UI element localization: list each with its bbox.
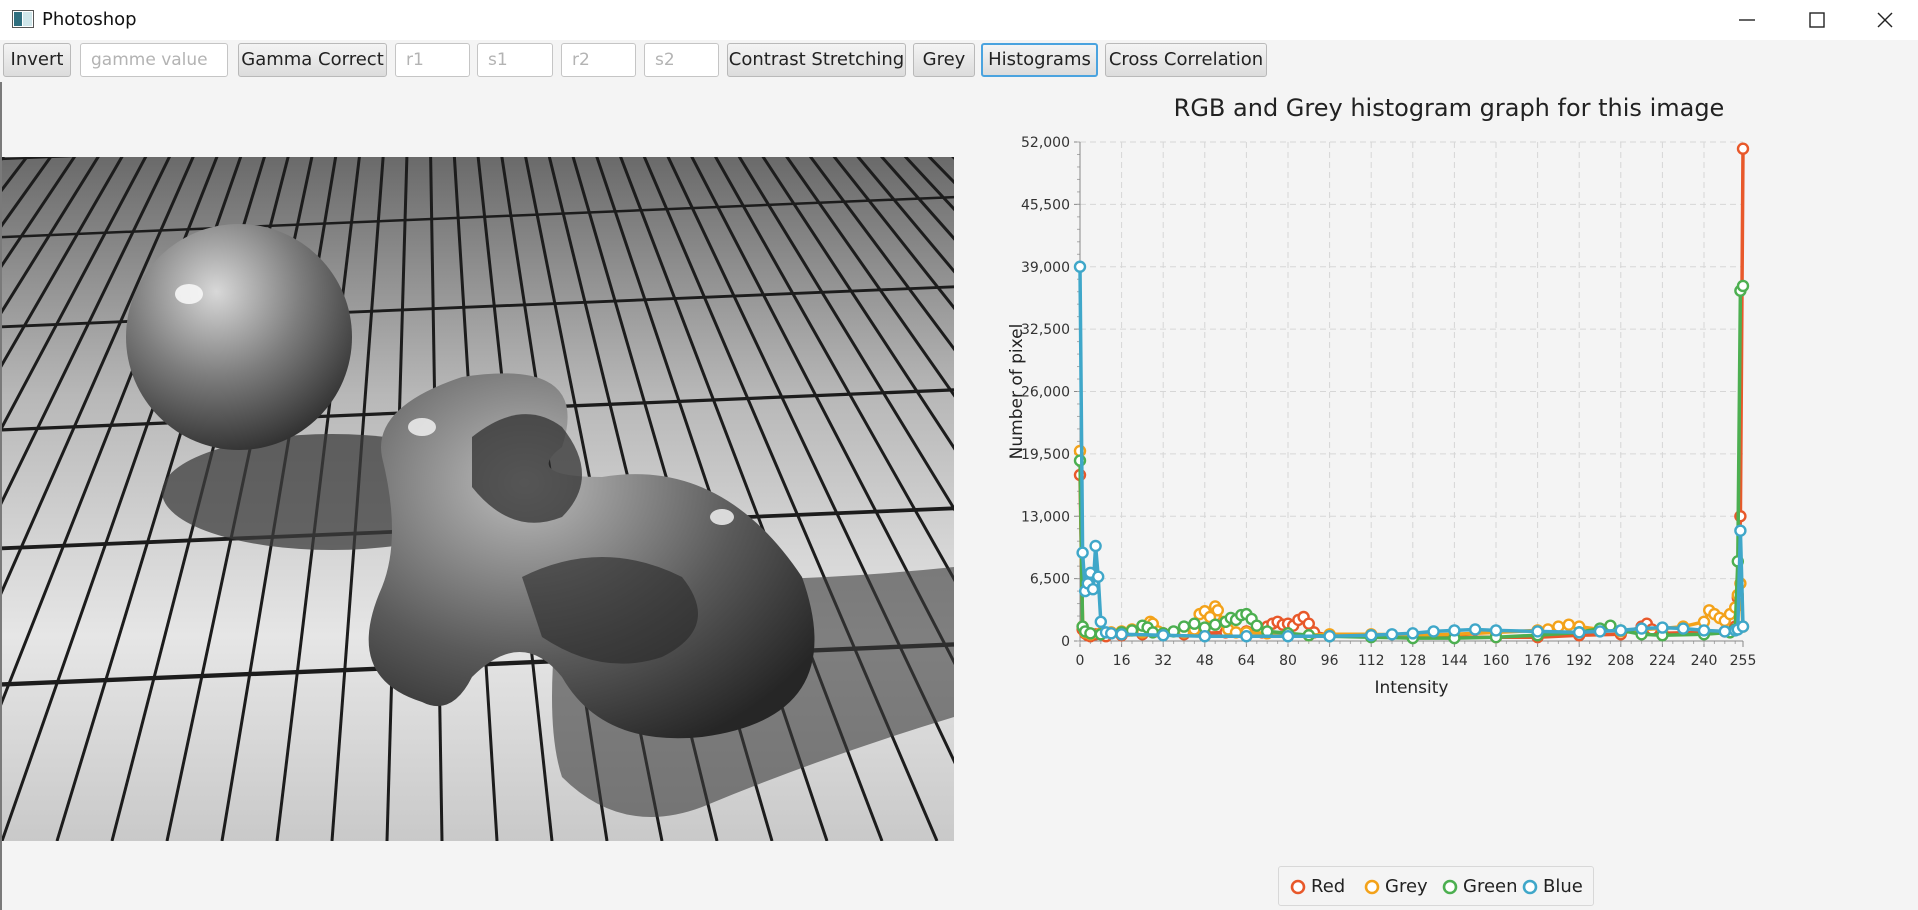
r2-input[interactable]: r2 bbox=[561, 43, 636, 77]
maximize-icon bbox=[1809, 12, 1825, 28]
series-point-grey bbox=[1562, 618, 1575, 631]
x-tick-label: 96 bbox=[1321, 653, 1339, 669]
y-tick-label: 52,000 bbox=[1021, 135, 1070, 151]
y-tick-label: 13,000 bbox=[1021, 509, 1070, 525]
series-point-blue bbox=[1365, 629, 1378, 642]
series-point-blue bbox=[1406, 627, 1419, 640]
series-point-blue bbox=[1734, 524, 1747, 537]
x-tick-label: 112 bbox=[1358, 653, 1385, 669]
x-tick-label: 64 bbox=[1237, 653, 1255, 669]
contrast-stretching-button[interactable]: Contrast Stretching bbox=[727, 43, 906, 77]
x-tick-label: 0 bbox=[1076, 653, 1085, 669]
x-tick-label: 224 bbox=[1649, 653, 1676, 669]
series-point-blue bbox=[1656, 621, 1669, 634]
series-point-red bbox=[1736, 142, 1750, 155]
x-tick-label: 160 bbox=[1483, 653, 1510, 669]
x-tick-label: 80 bbox=[1279, 653, 1297, 669]
s1-input[interactable]: s1 bbox=[477, 43, 553, 77]
series-point-blue bbox=[1240, 630, 1253, 643]
series-point-blue bbox=[1076, 546, 1089, 559]
series-point-grey bbox=[1211, 604, 1225, 617]
minimize-icon bbox=[1739, 19, 1755, 21]
series-point-blue bbox=[1198, 630, 1212, 643]
series-point-blue bbox=[1677, 622, 1690, 635]
series-point-blue bbox=[1086, 582, 1100, 596]
window-left-border bbox=[0, 82, 2, 910]
series-point-blue bbox=[1427, 625, 1440, 638]
series-point-blue bbox=[1091, 570, 1105, 583]
minimize-button[interactable] bbox=[1712, 0, 1782, 40]
series-point-blue bbox=[1697, 624, 1711, 637]
x-tick-label: 255 bbox=[1730, 653, 1757, 669]
app-icon bbox=[12, 10, 34, 28]
y-tick-label: 32,500 bbox=[1021, 322, 1070, 338]
y-tick-label: 19,500 bbox=[1021, 447, 1070, 463]
series-point-green bbox=[1188, 617, 1201, 630]
x-tick-label: 208 bbox=[1607, 653, 1634, 669]
y-tick-label: 39,000 bbox=[1021, 260, 1070, 276]
grey-marker-icon bbox=[1364, 879, 1380, 895]
x-tick-label: 144 bbox=[1441, 653, 1468, 669]
series-point-blue bbox=[1614, 624, 1627, 637]
series-point-blue bbox=[1281, 630, 1295, 643]
series-point-blue bbox=[1156, 629, 1170, 642]
chart-legend: Red Grey Green Blue bbox=[1278, 866, 1594, 906]
series-point-red bbox=[1302, 617, 1315, 630]
series-point-blue bbox=[1489, 624, 1503, 637]
histograms-button[interactable]: Histograms bbox=[981, 43, 1098, 77]
series-point-blue bbox=[1089, 539, 1102, 553]
series-point-green bbox=[1177, 620, 1191, 633]
series-point-green bbox=[1736, 279, 1750, 293]
chart-title: RGB and Grey histogram graph for this im… bbox=[1173, 94, 1725, 122]
gamma-value-input[interactable]: gamme value bbox=[80, 43, 228, 77]
y-tick-label: 6,500 bbox=[1030, 572, 1070, 588]
series-point-blue bbox=[1573, 626, 1586, 639]
series-point-blue bbox=[1635, 622, 1648, 635]
series-point-blue bbox=[1593, 625, 1607, 638]
y-tick-label: 45,500 bbox=[1021, 197, 1070, 213]
series-point-blue bbox=[1385, 628, 1399, 641]
close-icon bbox=[1877, 12, 1893, 28]
y-tick-label: 0 bbox=[1061, 634, 1070, 650]
x-tick-label: 176 bbox=[1524, 653, 1551, 669]
series-point-blue bbox=[1104, 627, 1118, 640]
series-point-green bbox=[1208, 618, 1222, 631]
blue-marker-icon bbox=[1522, 879, 1538, 895]
gamma-correct-button[interactable]: Gamma Correct bbox=[238, 43, 387, 77]
window-title: Photoshop bbox=[42, 9, 137, 30]
x-tick-label: 192 bbox=[1566, 653, 1593, 669]
series-point-blue bbox=[1531, 625, 1544, 638]
x-tick-label: 240 bbox=[1691, 653, 1718, 669]
histogram-chart: RGB and Grey histogram graph for this im… bbox=[980, 82, 1918, 910]
rendered-spheres-image bbox=[2, 157, 954, 841]
series-point-blue bbox=[1073, 260, 1087, 273]
green-marker-icon bbox=[1442, 879, 1458, 895]
title-bar: Photoshop bbox=[0, 0, 1918, 40]
x-tick-label: 128 bbox=[1399, 653, 1426, 669]
series-point-blue bbox=[1323, 630, 1336, 643]
series-point-blue bbox=[1115, 628, 1128, 641]
r1-input[interactable]: r1 bbox=[395, 43, 470, 77]
histogram-plot: 0 16 32 48 64 80 96 112 128 144 160 176 192 208 224 240… bbox=[1007, 135, 1757, 698]
s2-input[interactable]: s2 bbox=[644, 43, 719, 77]
close-button[interactable] bbox=[1850, 0, 1918, 40]
x-tick-label: 16 bbox=[1113, 653, 1131, 669]
series-point-blue bbox=[1718, 625, 1731, 638]
maximize-button[interactable] bbox=[1782, 0, 1852, 40]
series-point-blue bbox=[1448, 624, 1461, 637]
grey-button[interactable]: Grey bbox=[913, 43, 975, 77]
red-marker-icon bbox=[1290, 879, 1306, 895]
series-point-blue bbox=[1469, 623, 1482, 636]
cross-correlation-button[interactable]: Cross Correlation bbox=[1105, 43, 1267, 77]
series-point-green bbox=[1084, 627, 1097, 640]
y-axis-label: Number of pixel bbox=[1007, 324, 1027, 460]
x-tick-label: 32 bbox=[1154, 653, 1172, 669]
invert-button[interactable]: Invert bbox=[3, 43, 71, 77]
series-point-green bbox=[1250, 619, 1263, 632]
x-axis-label: Intensity bbox=[1375, 678, 1449, 698]
series-point-blue bbox=[1094, 615, 1108, 629]
y-tick-label: 26,000 bbox=[1021, 385, 1070, 401]
x-tick-label: 48 bbox=[1196, 653, 1214, 669]
series-point-blue bbox=[1736, 620, 1750, 633]
